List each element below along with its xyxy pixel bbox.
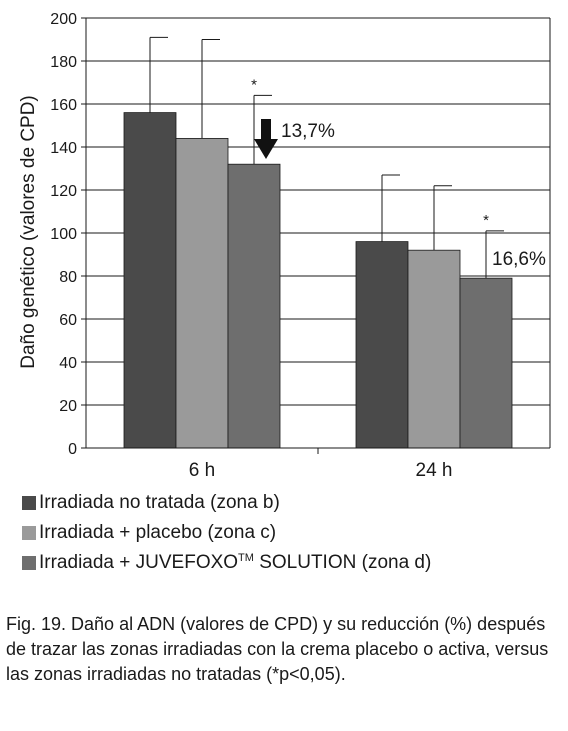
y-tick-label: 80 xyxy=(59,269,77,286)
bar xyxy=(459,277,513,449)
y-tick-label: 0 xyxy=(68,441,77,458)
y-tick-label: 100 xyxy=(50,226,77,243)
bar xyxy=(355,241,409,449)
legend-swatch xyxy=(22,556,36,570)
y-tick-labels: 0 20 40 60 80 100 120 140 160 180 200 xyxy=(50,11,86,458)
y-tick-label: 160 xyxy=(50,97,77,114)
y-tick-label: 140 xyxy=(50,140,77,157)
y-tick-label: 60 xyxy=(59,312,77,329)
trademark-sup: TM xyxy=(238,552,254,564)
y-tick-label: 20 xyxy=(59,398,77,415)
legend-label: Irradiada + JUVEFOXOTM SOLUTION (zona d) xyxy=(39,552,431,574)
annotation-24h: 16,6% xyxy=(492,249,546,270)
x-category-label: 6 h xyxy=(189,460,215,481)
significance-marker: * xyxy=(483,212,489,229)
legend: Irradiada no tratada (zona b) Irradiada … xyxy=(22,488,431,578)
reduction-arrow-icon xyxy=(254,119,278,159)
bar xyxy=(407,249,461,449)
annotations: 13,7% 16,6% xyxy=(254,119,546,270)
annotation-6h: 13,7% xyxy=(281,121,335,142)
error-bars: ** xyxy=(149,36,504,279)
bar xyxy=(175,137,229,449)
bars xyxy=(123,112,513,449)
significance-marker: * xyxy=(251,76,257,93)
y-tick-label: 180 xyxy=(50,54,77,71)
y-tick-label: 40 xyxy=(59,355,77,372)
legend-label: Irradiada no tratada (zona b) xyxy=(39,492,280,513)
bar xyxy=(227,163,281,449)
legend-label: Irradiada + placebo (zona c) xyxy=(39,522,277,543)
legend-swatch xyxy=(22,496,36,510)
legend-label-prefix: Irradiada + JUVEFOXO xyxy=(39,552,239,573)
y-tick-label: 120 xyxy=(50,183,77,200)
y-tick-label: 200 xyxy=(50,11,77,28)
legend-item-juvefoxo: Irradiada + JUVEFOXOTM SOLUTION (zona d) xyxy=(22,548,431,578)
legend-item-untreated: Irradiada no tratada (zona b) xyxy=(22,488,431,518)
x-category-labels: 6 h 24 h xyxy=(189,460,453,481)
y-axis-label: Daño genético (valores de CPD) xyxy=(18,95,39,369)
legend-item-placebo: Irradiada + placebo (zona c) xyxy=(22,518,431,548)
figure-caption: Fig. 19. Daño al ADN (valores de CPD) y … xyxy=(6,614,549,684)
x-category-label: 24 h xyxy=(416,460,453,481)
legend-swatch xyxy=(22,526,36,540)
legend-label-suffix: SOLUTION (zona d) xyxy=(253,552,432,573)
bar xyxy=(123,112,177,449)
